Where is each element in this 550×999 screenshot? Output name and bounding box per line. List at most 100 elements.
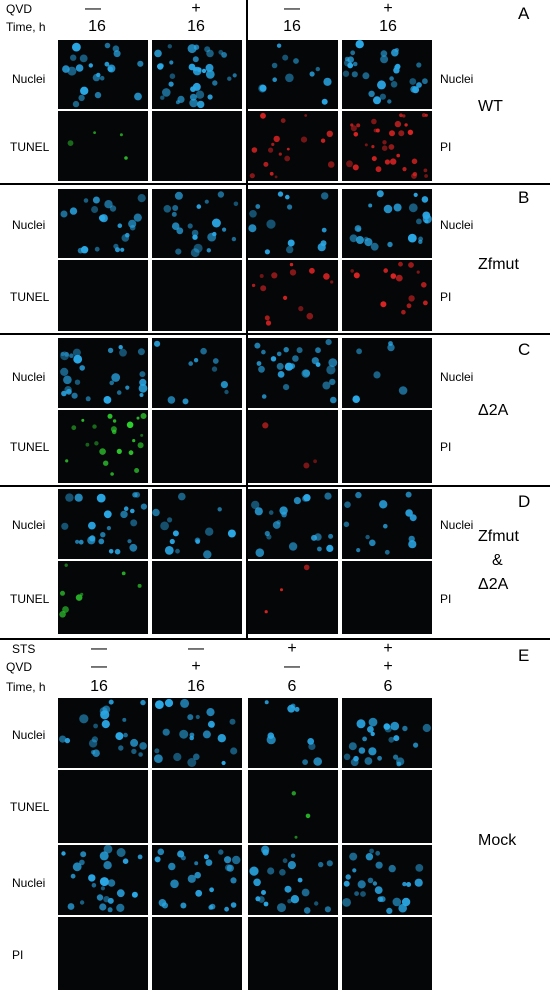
micrograph-b-tunel-col2	[152, 260, 242, 331]
sample-label-d2a: Δ2A	[478, 402, 509, 419]
micrograph-e-nuclei-col2	[152, 845, 242, 915]
micrograph-b-pi-col4	[342, 260, 432, 331]
micrograph-c-nuclei-col4	[342, 338, 432, 408]
row-label-b-tunel: TUNEL	[10, 290, 50, 304]
row-label-d-pi: PI	[440, 592, 452, 606]
row-label-c-tunel: TUNEL	[10, 440, 50, 454]
qvd-value-col1: —	[85, 0, 101, 17]
micrograph-e-nuclei-col1	[58, 698, 148, 768]
time-header-label: Time, h	[6, 20, 46, 34]
micrograph-e-nuclei-col3	[248, 698, 338, 768]
row-label-e-nuclei-2: Nuclei	[12, 876, 46, 890]
sample-label-wt: WT	[478, 98, 503, 115]
micrograph-a-pi-col3	[248, 111, 338, 181]
time-e-value-col4: 6	[383, 678, 393, 695]
row-label-d-nuclei-right: Nuclei	[440, 518, 474, 532]
qvd-value-col2: +	[191, 0, 201, 17]
sample-label-zfmut: Zfmut	[478, 256, 519, 273]
micrograph-c-nuclei-col1	[58, 338, 148, 408]
micrograph-e-nuclei-col2	[152, 698, 242, 768]
panel-letter-a: A	[518, 4, 530, 23]
micrograph-b-nuclei-col1	[58, 189, 148, 258]
micrograph-e-nuclei-col3	[248, 845, 338, 915]
micrograph-a-nuclei-col1	[58, 40, 148, 109]
micrograph-e-tunel-col1	[58, 770, 148, 843]
panel-divider-cd	[0, 485, 550, 487]
micrograph-c-tunel-col1	[58, 410, 148, 483]
row-label-b-pi: PI	[440, 290, 452, 304]
qvd-e-value-col2: +	[191, 658, 201, 675]
sts-header-label: STS	[12, 642, 36, 656]
micrograph-d-nuclei-col4	[342, 489, 432, 559]
qvd-value-col4: +	[383, 0, 393, 17]
micrograph-a-nuclei-col4	[342, 40, 432, 109]
sts-value-col4: +	[383, 640, 393, 657]
row-label-b-nuclei: Nuclei	[12, 218, 46, 232]
micrograph-a-tunel-col1	[58, 111, 148, 181]
micrograph-e-tunel-col2	[152, 770, 242, 843]
micrograph-c-pi-col4	[342, 410, 432, 483]
row-label-c-nuclei-right: Nuclei	[440, 370, 474, 384]
panel-divider-bc	[0, 333, 550, 335]
time-e-header-label: Time, h	[6, 680, 46, 694]
micrograph-d-nuclei-col3	[248, 489, 338, 559]
row-label-a-tunel: TUNEL	[10, 140, 50, 154]
sts-value-col1: —	[91, 640, 107, 657]
row-label-e-nuclei-1: Nuclei	[12, 728, 46, 742]
panel-letter-c: C	[518, 340, 531, 359]
row-label-b-nuclei-right: Nuclei	[440, 218, 474, 232]
row-label-d-nuclei: Nuclei	[12, 518, 46, 532]
micrograph-e-pi-col3	[248, 917, 338, 990]
panel-divider-de	[0, 638, 550, 640]
micrograph-a-tunel-col2	[152, 111, 242, 181]
panel-letter-e: E	[518, 646, 530, 665]
row-label-a-nuclei: Nuclei	[12, 72, 46, 86]
time-value-col1: 16	[88, 18, 106, 35]
row-label-a-pi: PI	[440, 140, 452, 154]
time-e-value-col1: 16	[90, 678, 108, 695]
micrograph-e-pi-col2	[152, 917, 242, 990]
qvd-header-label: QVD	[6, 2, 33, 16]
time-value-col3: 16	[283, 18, 301, 35]
micrograph-d-tunel-col1	[58, 561, 148, 634]
micrograph-e-tunel-col4	[342, 770, 432, 843]
row-label-e-tunel: TUNEL	[10, 800, 50, 814]
qvd-e-value-col4: +	[383, 658, 393, 675]
row-label-c-pi: PI	[440, 440, 452, 454]
micrograph-a-nuclei-col2	[152, 40, 242, 109]
qvd-e-value-col1: —	[91, 658, 107, 675]
sample-label-mock: Mock	[478, 832, 517, 849]
micrograph-c-nuclei-col3	[248, 338, 338, 408]
micrograph-e-nuclei-col4	[342, 845, 432, 915]
sts-value-col3: +	[287, 640, 297, 657]
panel-letter-d: D	[518, 492, 531, 511]
micrograph-d-nuclei-col1	[58, 489, 148, 559]
micrograph-b-pi-col3	[248, 260, 338, 331]
micrograph-a-nuclei-col3	[248, 40, 338, 109]
sample-label-zfmut-d2a-line1: Zfmut	[478, 528, 519, 545]
qvd-value-col3: —	[284, 0, 300, 17]
time-value-col4: 16	[379, 18, 397, 35]
sample-label-zfmut-d2a-line2: &	[492, 552, 503, 569]
micrograph-b-nuclei-col3	[248, 189, 338, 258]
column-divider	[246, 0, 248, 638]
time-value-col2: 16	[187, 18, 205, 35]
micrograph-c-pi-col3	[248, 410, 338, 483]
micrograph-d-pi-col4	[342, 561, 432, 634]
micrograph-b-nuclei-col2	[152, 189, 242, 258]
time-e-value-col2: 16	[187, 678, 205, 695]
sample-label-zfmut-d2a-line3: Δ2A	[478, 576, 509, 593]
micrograph-c-tunel-col2	[152, 410, 242, 483]
row-label-d-tunel: TUNEL	[10, 592, 50, 606]
micrograph-e-nuclei-col4	[342, 698, 432, 768]
micrograph-d-tunel-col2	[152, 561, 242, 634]
micrograph-b-nuclei-col4	[342, 189, 432, 258]
micrograph-d-nuclei-col2	[152, 489, 242, 559]
qvd-e-header-label: QVD	[6, 660, 33, 674]
sts-value-col2: —	[188, 640, 204, 657]
micrograph-a-pi-col4	[342, 111, 432, 181]
row-label-c-nuclei: Nuclei	[12, 370, 46, 384]
micrograph-e-pi-col4	[342, 917, 432, 990]
time-e-value-col3: 6	[287, 678, 297, 695]
micrograph-e-pi-col1	[58, 917, 148, 990]
